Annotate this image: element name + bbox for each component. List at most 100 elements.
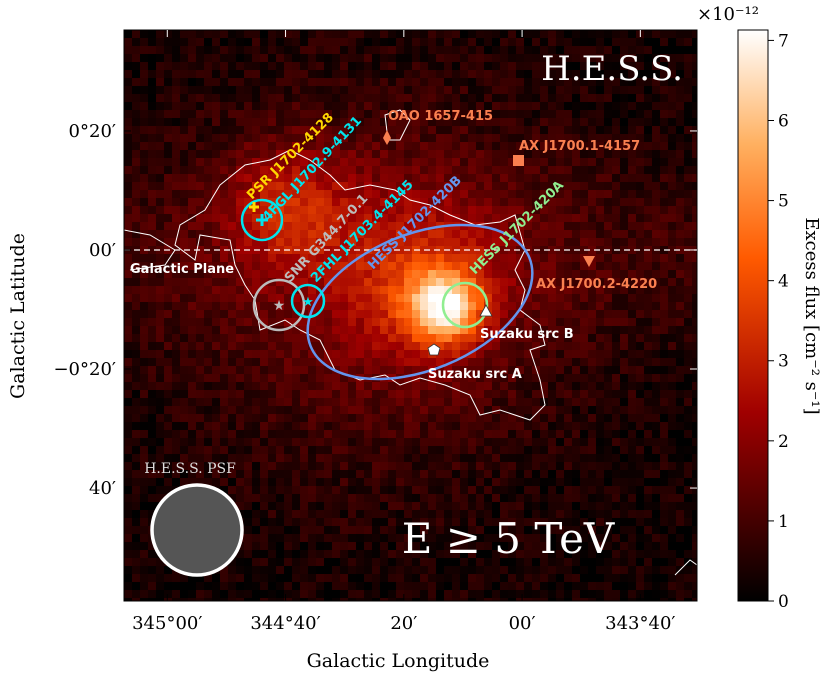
heatmap-pixel	[556, 382, 564, 390]
heatmap-pixel	[364, 430, 372, 438]
heatmap-pixel	[348, 190, 356, 198]
heatmap-pixel	[204, 574, 212, 582]
heatmap-pixel	[164, 166, 172, 174]
heatmap-pixel	[324, 126, 332, 134]
heatmap-pixel	[268, 574, 276, 582]
heatmap-pixel	[276, 150, 284, 158]
heatmap-pixel	[220, 478, 228, 486]
heatmap-pixel	[132, 230, 140, 238]
heatmap-pixel	[508, 102, 516, 110]
heatmap-pixel	[164, 102, 172, 110]
heatmap-pixel	[348, 134, 356, 142]
heatmap-pixel	[692, 294, 697, 302]
heatmap-pixel	[308, 30, 316, 38]
heatmap-pixel	[652, 302, 660, 310]
heatmap-pixel	[636, 550, 644, 558]
heatmap-pixel	[324, 94, 332, 102]
heatmap-pixel	[692, 326, 697, 334]
heatmap-pixel	[220, 326, 228, 334]
heatmap-pixel	[420, 174, 428, 182]
heatmap-pixel	[340, 510, 348, 518]
heatmap-pixel	[124, 206, 132, 214]
heatmap-pixel	[188, 70, 196, 78]
heatmap-pixel	[452, 414, 460, 422]
heatmap-pixel	[196, 38, 204, 46]
heatmap-pixel	[516, 526, 524, 534]
heatmap-pixel	[324, 78, 332, 86]
heatmap-pixel	[636, 222, 644, 230]
heatmap-pixel	[268, 142, 276, 150]
heatmap-pixel	[196, 406, 204, 414]
heatmap-pixel	[492, 150, 500, 158]
heatmap-pixel	[140, 94, 148, 102]
heatmap-pixel	[548, 390, 556, 398]
heatmap-pixel	[620, 566, 628, 574]
heatmap-pixel	[476, 406, 484, 414]
heatmap-pixel	[156, 294, 164, 302]
heatmap-pixel	[476, 414, 484, 422]
heatmap-pixel	[564, 126, 572, 134]
heatmap-pixel	[212, 174, 220, 182]
heatmap-pixel	[132, 486, 140, 494]
heatmap-pixel	[260, 46, 268, 54]
heatmap-pixel	[204, 134, 212, 142]
heatmap-pixel	[148, 246, 156, 254]
heatmap-pixel	[364, 182, 372, 190]
heatmap-pixel	[260, 454, 268, 462]
heatmap-pixel	[220, 422, 228, 430]
heatmap-pixel	[620, 310, 628, 318]
heatmap-pixel	[140, 566, 148, 574]
heatmap-pixel	[596, 382, 604, 390]
heatmap-pixel	[548, 566, 556, 574]
heatmap-pixel	[220, 430, 228, 438]
heatmap-pixel	[604, 270, 612, 278]
heatmap-pixel	[316, 382, 324, 390]
heatmap-pixel	[660, 550, 668, 558]
heatmap-pixel	[276, 534, 284, 542]
heatmap-pixel	[564, 134, 572, 142]
heatmap-pixel	[148, 486, 156, 494]
heatmap-pixel	[588, 70, 596, 78]
heatmap-pixel	[628, 398, 636, 406]
heatmap-pixel	[532, 182, 540, 190]
heatmap-pixel	[172, 222, 180, 230]
heatmap-pixel	[428, 406, 436, 414]
heatmap-pixel	[636, 534, 644, 542]
heatmap-pixel	[252, 158, 260, 166]
heatmap-pixel	[340, 478, 348, 486]
heatmap-pixel	[572, 230, 580, 238]
heatmap-pixel	[244, 134, 252, 142]
heatmap-pixel	[300, 102, 308, 110]
heatmap-pixel	[684, 398, 692, 406]
heatmap-pixel	[596, 230, 604, 238]
heatmap-pixel	[508, 70, 516, 78]
heatmap-pixel	[692, 102, 697, 110]
heatmap-pixel	[220, 110, 228, 118]
heatmap-pixel	[524, 102, 532, 110]
heatmap-pixel	[596, 126, 604, 134]
heatmap-pixel	[684, 382, 692, 390]
heatmap-pixel	[284, 126, 292, 134]
heatmap-pixel	[412, 158, 420, 166]
heatmap-pixel	[356, 462, 364, 470]
heatmap-pixel	[452, 494, 460, 502]
heatmap-pixel	[228, 342, 236, 350]
heatmap-pixel	[132, 414, 140, 422]
heatmap-pixel	[588, 62, 596, 70]
heatmap-pixel	[156, 494, 164, 502]
heatmap-pixel	[380, 510, 388, 518]
heatmap-pixel	[268, 358, 276, 366]
heatmap-pixel	[140, 174, 148, 182]
heatmap-pixel	[372, 270, 380, 278]
heatmap-pixel	[372, 438, 380, 446]
heatmap-pixel	[148, 358, 156, 366]
heatmap-pixel	[404, 534, 412, 542]
heatmap-pixel	[428, 318, 436, 326]
heatmap-pixel	[516, 166, 524, 174]
heatmap-pixel	[524, 254, 532, 262]
heatmap-pixel	[252, 62, 260, 70]
heatmap-pixel	[332, 382, 340, 390]
heatmap-pixel	[596, 422, 604, 430]
heatmap-pixel	[148, 286, 156, 294]
heatmap-pixel	[292, 510, 300, 518]
